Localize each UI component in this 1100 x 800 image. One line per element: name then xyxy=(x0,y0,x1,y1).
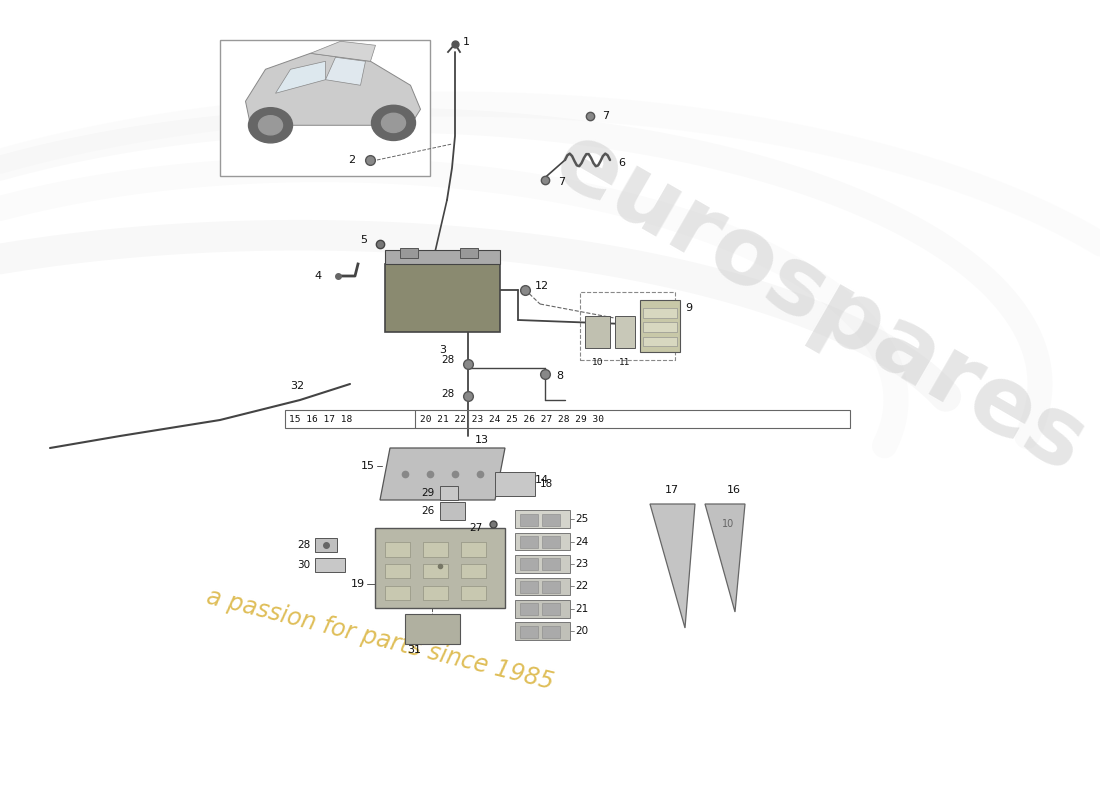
Text: 15: 15 xyxy=(361,461,375,471)
Bar xyxy=(424,586,448,600)
Bar xyxy=(220,40,430,176)
Text: eurospares: eurospares xyxy=(538,115,1100,493)
Text: 28: 28 xyxy=(297,540,310,550)
Bar xyxy=(285,410,850,428)
Text: 19: 19 xyxy=(351,579,365,589)
Polygon shape xyxy=(310,42,375,62)
Bar xyxy=(520,603,538,615)
Bar xyxy=(385,542,410,557)
Bar xyxy=(520,581,538,593)
Text: 26: 26 xyxy=(421,506,434,516)
Bar xyxy=(515,533,570,550)
Bar xyxy=(315,558,345,572)
Circle shape xyxy=(258,116,283,135)
Bar xyxy=(385,264,501,332)
Text: 2: 2 xyxy=(348,155,355,165)
Text: 16: 16 xyxy=(726,485,740,494)
Text: 24: 24 xyxy=(575,537,589,546)
Text: 10: 10 xyxy=(592,358,604,367)
Circle shape xyxy=(382,114,406,133)
Text: 20 21 22 23 24 25 26 27 28 29 30: 20 21 22 23 24 25 26 27 28 29 30 xyxy=(420,414,604,424)
Bar xyxy=(400,248,418,258)
Bar xyxy=(461,586,486,600)
Text: 8: 8 xyxy=(556,371,563,381)
Text: 27: 27 xyxy=(470,523,483,533)
Text: 7: 7 xyxy=(558,177,565,186)
Bar xyxy=(515,555,570,573)
Text: 28: 28 xyxy=(442,355,455,365)
Bar xyxy=(542,581,560,593)
Bar xyxy=(640,300,680,352)
Text: 31: 31 xyxy=(407,645,421,654)
Text: 25: 25 xyxy=(575,514,589,524)
Bar xyxy=(542,603,560,615)
Bar xyxy=(520,536,538,548)
Text: 18: 18 xyxy=(540,479,553,489)
Text: 10: 10 xyxy=(723,519,735,529)
Text: 9: 9 xyxy=(685,303,692,313)
Bar xyxy=(520,558,538,570)
Text: 22: 22 xyxy=(575,582,589,591)
Bar xyxy=(375,528,505,608)
Bar xyxy=(585,316,611,348)
Bar xyxy=(495,472,535,496)
Polygon shape xyxy=(275,62,326,94)
Bar xyxy=(515,510,570,528)
Text: 21: 21 xyxy=(575,604,589,614)
Bar xyxy=(520,626,538,638)
Text: 30: 30 xyxy=(297,560,310,570)
Bar xyxy=(644,308,676,318)
Polygon shape xyxy=(650,504,695,628)
Text: 6: 6 xyxy=(618,158,625,168)
Text: 12: 12 xyxy=(535,282,549,291)
Bar xyxy=(315,538,337,552)
Text: 14: 14 xyxy=(535,475,549,485)
Circle shape xyxy=(249,108,293,143)
Bar xyxy=(385,586,410,600)
Polygon shape xyxy=(245,54,420,126)
Bar xyxy=(515,578,570,595)
Text: 1: 1 xyxy=(463,37,470,46)
Text: 28: 28 xyxy=(442,389,455,398)
Bar xyxy=(461,542,486,557)
Bar xyxy=(461,564,486,578)
Bar xyxy=(440,502,465,520)
Text: 4: 4 xyxy=(315,271,322,281)
Text: 5: 5 xyxy=(360,235,367,245)
Text: 7: 7 xyxy=(602,111,609,121)
Bar xyxy=(385,564,410,578)
Polygon shape xyxy=(705,504,745,612)
Text: 13: 13 xyxy=(475,435,490,445)
Bar xyxy=(615,316,635,348)
Polygon shape xyxy=(326,58,365,86)
Text: 29: 29 xyxy=(421,488,434,498)
Text: 20: 20 xyxy=(575,626,589,636)
Text: 11: 11 xyxy=(619,358,630,367)
Polygon shape xyxy=(379,448,505,500)
Text: 23: 23 xyxy=(575,559,589,569)
Bar xyxy=(542,536,560,548)
Text: a passion for parts since 1985: a passion for parts since 1985 xyxy=(204,585,556,695)
Bar xyxy=(580,292,675,360)
Bar xyxy=(440,486,458,500)
Text: 15 16 17 18: 15 16 17 18 xyxy=(289,414,352,424)
Bar xyxy=(515,600,570,618)
Bar xyxy=(644,337,676,346)
Bar xyxy=(644,322,676,332)
Bar xyxy=(515,622,570,640)
Bar xyxy=(424,564,448,578)
Text: 17: 17 xyxy=(664,485,679,494)
Bar xyxy=(460,248,478,258)
Bar xyxy=(424,542,448,557)
Bar xyxy=(405,614,460,644)
Bar xyxy=(385,250,501,264)
Text: 3: 3 xyxy=(439,345,446,354)
Bar xyxy=(542,626,560,638)
Bar xyxy=(542,558,560,570)
Circle shape xyxy=(372,106,416,141)
Text: 32: 32 xyxy=(290,381,304,390)
Bar xyxy=(542,514,560,526)
Bar xyxy=(520,514,538,526)
